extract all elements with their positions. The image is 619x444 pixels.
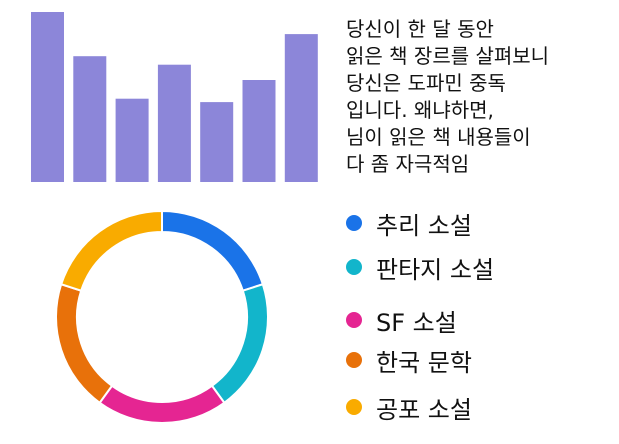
legend-label: 판타지 소설	[376, 255, 495, 284]
caption-line: 당신이 한 달 동안	[346, 17, 494, 41]
legend-label: 추리 소설	[376, 211, 472, 240]
legend-item-fantasy: 판타지 소설	[346, 252, 495, 284]
bar	[115, 98, 149, 182]
caption-line: 당신은 도파민 중독	[346, 71, 506, 95]
caption-line: 다 좀 자극적임	[346, 152, 470, 176]
bar	[242, 80, 276, 182]
legend-label: 공포 소설	[376, 395, 472, 424]
legend-label: SF 소설	[376, 308, 457, 337]
donut-slice	[55, 282, 114, 405]
caption-line: 입니다. 왜냐하면,	[346, 98, 494, 122]
bar	[284, 34, 318, 182]
donut-slice	[98, 384, 226, 424]
donut-slice	[210, 282, 269, 405]
bar	[200, 102, 234, 182]
legend-swatch	[346, 312, 362, 328]
legend-item-mystery: 추리 소설	[346, 208, 472, 240]
legend-item-sf: SF 소설	[346, 305, 457, 337]
caption-line: 읽은 책 장르를 살펴보니	[346, 44, 550, 68]
caption: 당신이 한 달 동안 읽은 책 장르를 살펴보니 당신은 도파민 중독 입니다.…	[346, 16, 616, 178]
legend-item-horror: 공포 소설	[346, 392, 472, 424]
bar	[31, 12, 64, 182]
donut-chart	[55, 209, 269, 424]
legend-swatch	[346, 399, 362, 415]
legend-swatch	[346, 215, 362, 231]
donut-slice	[161, 209, 265, 292]
legend: 추리 소설 판타지 소설 SF 소설 한국 문학 공포 소설	[346, 0, 616, 444]
bar	[157, 64, 191, 182]
legend-swatch	[346, 352, 362, 368]
bar	[73, 56, 107, 183]
legend-label: 한국 문학	[376, 348, 472, 377]
legend-swatch	[346, 259, 362, 275]
donut-slice	[59, 209, 163, 292]
caption-line: 님이 읽은 책 내용들이	[346, 125, 531, 149]
legend-item-korean-lit: 한국 문학	[346, 345, 472, 377]
bar-chart	[31, 12, 318, 183]
